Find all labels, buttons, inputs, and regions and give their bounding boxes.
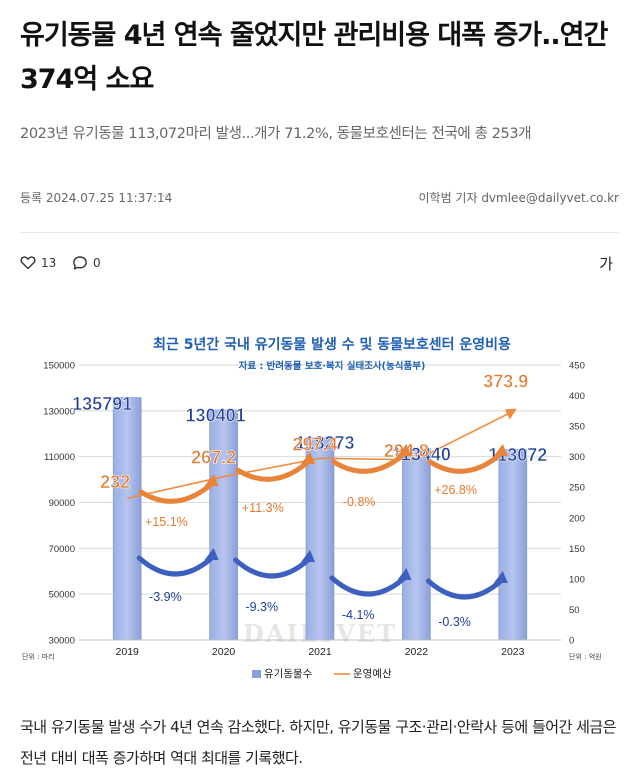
chart-figure: 30000 50000 70000 90000 110000 130000 150000 0 5… bbox=[20, 322, 619, 690]
right-tick-label: 0 bbox=[569, 636, 574, 647]
bar bbox=[402, 449, 430, 640]
category-label: 2021 bbox=[308, 646, 332, 658]
font-size-button[interactable]: 가 bbox=[599, 253, 613, 274]
publish-date[interactable]: 등록 2024.07.25 11:37:14 bbox=[20, 189, 172, 206]
legend-bar-label: 유기동물수 bbox=[264, 668, 313, 680]
line-change-label: +15.1% bbox=[145, 515, 188, 529]
comment-count: 0 bbox=[93, 256, 101, 270]
left-tick-label: 150000 bbox=[43, 361, 75, 372]
category-label: 2023 bbox=[501, 646, 525, 658]
right-tick-label: 150 bbox=[569, 544, 585, 555]
left-tick-label: 130000 bbox=[43, 406, 75, 417]
right-tick-label: 250 bbox=[569, 483, 585, 494]
article-meta: 등록 2024.07.25 11:37:14 ⌵ 이학범 기자 dvmlee@d… bbox=[20, 189, 619, 207]
right-tick-label: 100 bbox=[569, 574, 585, 585]
bar-change-label: -3.9% bbox=[149, 590, 182, 604]
line-value-label: 232 bbox=[100, 472, 130, 492]
like-button[interactable]: 13 bbox=[20, 255, 56, 270]
line-value-label: 373.9 bbox=[483, 372, 528, 392]
left-tick-label: 30000 bbox=[49, 636, 75, 647]
bar-change-label: -9.3% bbox=[245, 600, 278, 614]
left-tick-label: 110000 bbox=[44, 452, 75, 463]
category-label: 2019 bbox=[116, 646, 140, 658]
divider bbox=[20, 232, 619, 233]
article-subtitle: 2023년 유기동물 113,072마리 발생...개가 71.2%, 동물보호… bbox=[20, 122, 531, 143]
line-change-label: +26.8% bbox=[434, 483, 477, 497]
bar bbox=[113, 398, 141, 640]
category-label: 2020 bbox=[212, 646, 236, 658]
heart-icon bbox=[20, 255, 36, 270]
right-tick-label: 200 bbox=[569, 513, 585, 524]
bar bbox=[210, 410, 238, 640]
line-value-label: 267.2 bbox=[191, 448, 236, 468]
left-tick-label: 90000 bbox=[49, 498, 75, 509]
bar bbox=[306, 438, 334, 640]
author-byline[interactable]: 이학범 기자 dvmlee@dailyvet.co.kr bbox=[418, 189, 619, 206]
line-value-label: 297.4 bbox=[292, 434, 337, 454]
bar-value-label: 130401 bbox=[186, 405, 246, 425]
line-change-label: +11.3% bbox=[242, 501, 284, 515]
article-body: 국내 유기동물 발생 수가 4년 연속 감소했다. 하지만, 유기동물 구조·관… bbox=[20, 712, 632, 773]
bar-value-label: 135791 bbox=[72, 394, 132, 414]
left-tick-label: 70000 bbox=[49, 544, 75, 555]
like-count: 13 bbox=[41, 256, 56, 270]
chart-subtitle: 자료 : 반려동물 보호·복지 실태조사(농식품부) bbox=[239, 360, 426, 372]
right-tick-label: 350 bbox=[569, 422, 585, 433]
right-tick-label: 50 bbox=[569, 605, 580, 616]
speech-bubble-icon bbox=[72, 255, 88, 271]
left-axis-unit: 단위 : 마리 bbox=[22, 652, 55, 661]
left-tick-label: 50000 bbox=[49, 590, 75, 601]
bar bbox=[499, 450, 527, 640]
bar-change-label: -4.1% bbox=[342, 608, 375, 622]
article-headline: 유기동물 4년 연속 줄었지만 관리비용 대폭 증가..연간 374억 소요 bbox=[20, 14, 632, 102]
article-actions: 13 0 가 bbox=[20, 255, 619, 275]
bar-change-label: -0.3% bbox=[438, 615, 471, 629]
legend-bar-swatch bbox=[252, 670, 261, 678]
chevron-down-icon[interactable]: ⌵ bbox=[161, 190, 168, 200]
right-axis-unit: 단위 : 억원 bbox=[569, 652, 602, 661]
comment-button[interactable]: 0 bbox=[72, 255, 101, 271]
category-label: 2022 bbox=[405, 646, 429, 658]
right-tick-label: 450 bbox=[569, 361, 585, 372]
chart-svg: 30000 50000 70000 90000 110000 130000 150000 0 5… bbox=[20, 322, 619, 690]
right-tick-label: 400 bbox=[569, 391, 585, 402]
legend-line-label: 운영예산 bbox=[353, 667, 392, 680]
chart-title: 최근 5년간 국내 유기동물 발생 수 및 동물보호센터 운영비용 bbox=[153, 336, 511, 353]
line-change-label: -0.8% bbox=[343, 495, 376, 509]
right-tick-label: 300 bbox=[569, 452, 585, 463]
